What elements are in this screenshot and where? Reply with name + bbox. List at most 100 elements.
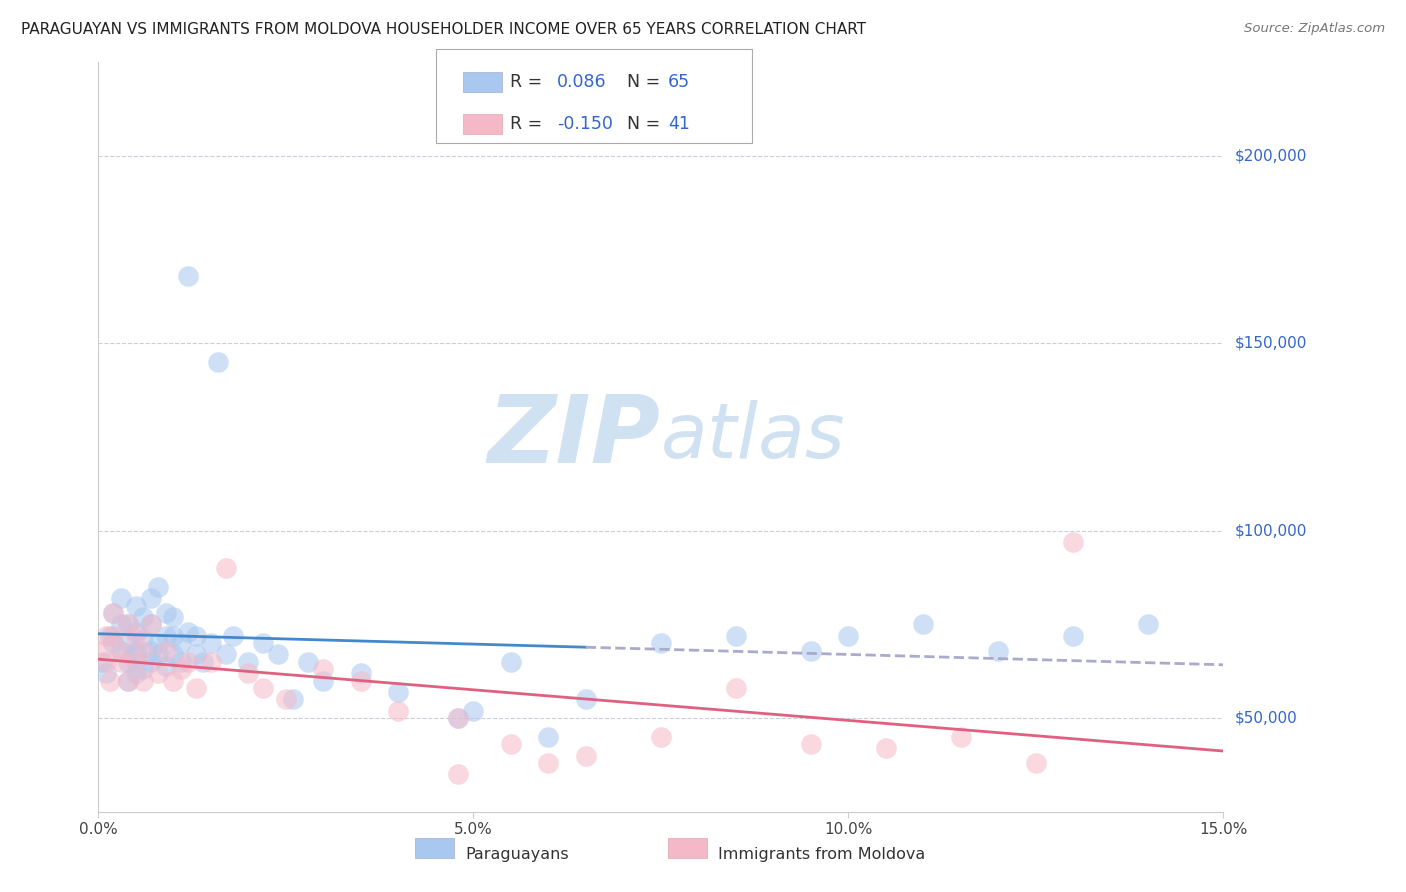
Point — [499, 655, 522, 669]
Point — [103, 606, 125, 620]
Point — [94, 666, 117, 681]
Point — [139, 617, 162, 632]
Point — [177, 624, 200, 639]
Text: Immigrants from Moldova: Immigrants from Moldova — [718, 847, 925, 862]
Point — [267, 648, 290, 662]
Point — [117, 617, 139, 632]
Point — [499, 737, 522, 751]
Point — [949, 730, 972, 744]
Point — [155, 643, 177, 657]
Text: R =: R = — [510, 73, 548, 91]
Point — [837, 629, 859, 643]
Point — [387, 704, 409, 718]
Point — [162, 648, 184, 662]
Point — [98, 629, 121, 643]
Point — [252, 636, 274, 650]
Text: N =: N = — [627, 73, 666, 91]
Point — [139, 617, 162, 632]
Point — [184, 629, 207, 643]
Point — [252, 681, 274, 695]
Point — [387, 685, 409, 699]
Point — [724, 629, 747, 643]
Text: ZIP: ZIP — [488, 391, 661, 483]
Point — [875, 741, 897, 756]
Point — [283, 692, 305, 706]
Point — [350, 673, 373, 688]
Point — [537, 730, 560, 744]
Point — [155, 629, 177, 643]
Point — [800, 737, 823, 751]
Point — [162, 610, 184, 624]
Point — [91, 655, 114, 669]
Point — [103, 636, 125, 650]
Point — [139, 655, 162, 669]
Point — [447, 711, 470, 725]
Point — [177, 655, 200, 669]
Point — [139, 591, 162, 606]
Point — [912, 617, 935, 632]
Text: PARAGUAYAN VS IMMIGRANTS FROM MOLDOVA HOUSEHOLDER INCOME OVER 65 YEARS CORRELATI: PARAGUAYAN VS IMMIGRANTS FROM MOLDOVA HO… — [21, 22, 866, 37]
Point — [463, 704, 485, 718]
Point — [117, 636, 139, 650]
Text: Source: ZipAtlas.com: Source: ZipAtlas.com — [1244, 22, 1385, 36]
Point — [148, 666, 170, 681]
Point — [312, 662, 335, 676]
Point — [650, 636, 672, 650]
Text: 65: 65 — [668, 73, 690, 91]
Point — [800, 643, 823, 657]
Point — [103, 606, 125, 620]
Point — [125, 648, 148, 662]
Point — [110, 655, 132, 669]
Text: $100,000: $100,000 — [1234, 524, 1306, 538]
Point — [184, 648, 207, 662]
Point — [148, 636, 170, 650]
Point — [117, 673, 139, 688]
Text: atlas: atlas — [661, 401, 845, 474]
Text: $200,000: $200,000 — [1234, 149, 1306, 163]
Text: N =: N = — [627, 115, 666, 133]
Point — [184, 681, 207, 695]
Text: R =: R = — [510, 115, 548, 133]
Point — [139, 643, 162, 657]
Point — [132, 662, 155, 676]
Point — [110, 643, 132, 657]
Point — [103, 629, 125, 643]
Point — [117, 617, 139, 632]
Point — [447, 711, 470, 725]
Point — [94, 629, 117, 643]
Point — [148, 648, 170, 662]
Point — [274, 692, 297, 706]
Text: $150,000: $150,000 — [1234, 336, 1306, 351]
Point — [575, 692, 598, 706]
Point — [155, 658, 177, 673]
Point — [297, 655, 319, 669]
Text: Paraguayans: Paraguayans — [465, 847, 569, 862]
Point — [575, 748, 598, 763]
Point — [537, 756, 560, 770]
Point — [132, 673, 155, 688]
Point — [447, 767, 470, 781]
Point — [117, 673, 139, 688]
Point — [350, 666, 373, 681]
Point — [117, 655, 139, 669]
Point — [193, 655, 215, 669]
Point — [132, 643, 155, 657]
Point — [1062, 629, 1084, 643]
Point — [125, 629, 148, 643]
Point — [170, 636, 193, 650]
Point — [110, 591, 132, 606]
Point — [177, 268, 200, 283]
Point — [162, 673, 184, 688]
Text: $50,000: $50,000 — [1234, 711, 1298, 725]
Point — [170, 662, 193, 676]
Point — [215, 561, 238, 575]
Point — [238, 666, 260, 681]
Point — [125, 599, 148, 613]
Point — [207, 355, 229, 369]
Text: -0.150: -0.150 — [557, 115, 613, 133]
Point — [125, 624, 148, 639]
Point — [215, 648, 238, 662]
Point — [650, 730, 672, 744]
Text: 41: 41 — [668, 115, 690, 133]
Text: 0.086: 0.086 — [557, 73, 606, 91]
